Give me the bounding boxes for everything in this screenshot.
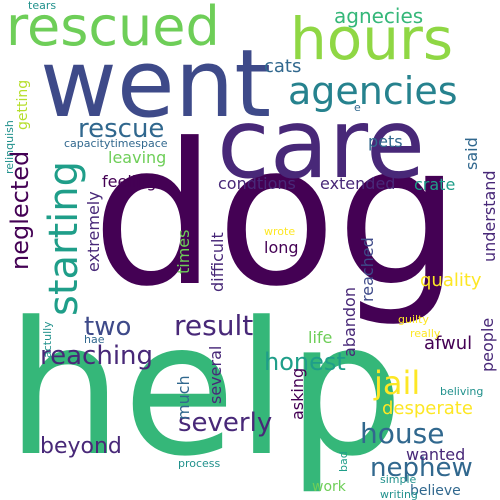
word-work: work <box>312 479 346 495</box>
word-quality: quality <box>420 270 482 291</box>
word-life: life <box>308 328 333 347</box>
word-asking: asking <box>288 367 307 420</box>
word-two: two <box>84 312 132 342</box>
word-condtions: condtions <box>218 174 296 193</box>
word-capacitytimespace: capacitytimespace <box>64 137 168 150</box>
word-extremely: extremely <box>84 191 103 272</box>
word-long: long <box>264 238 299 257</box>
word-pets: pets <box>368 132 403 151</box>
word-agnecies: agnecies <box>334 4 424 28</box>
word-result: result <box>174 309 254 342</box>
word-several: several <box>206 345 225 404</box>
word-crate: crate <box>414 175 456 194</box>
word-people: people <box>478 317 497 372</box>
word-tears: tears <box>28 0 57 12</box>
word-much: much <box>174 375 193 420</box>
word-feeling: feeling <box>102 172 157 191</box>
word-afwul: afwul <box>424 333 473 354</box>
word-jail: jail <box>374 364 421 402</box>
word-really: really <box>410 327 441 340</box>
word-extended: extended <box>320 174 396 193</box>
word-times: times <box>174 229 193 274</box>
word-process: process <box>178 457 221 470</box>
word-bad: bad <box>337 451 350 472</box>
word-reached: reached <box>358 237 377 302</box>
word-cats: cats <box>264 56 302 77</box>
word-e: e <box>354 101 361 114</box>
word-went: went <box>40 30 272 139</box>
word-hours: hours <box>290 5 454 73</box>
word-house: house <box>360 417 445 450</box>
word-starting: starting <box>41 160 87 316</box>
word-difficult: difficult <box>208 232 227 292</box>
word-rescue: rescue <box>78 114 165 144</box>
word-desperate: desperate <box>382 398 473 419</box>
word-leaving: leaving <box>108 148 167 167</box>
word-actully: actully <box>41 321 54 358</box>
word-reaching: reaching <box>40 341 154 371</box>
word-getting: getting <box>15 79 31 130</box>
word-relinquish: relinquish <box>3 120 16 174</box>
word-said: said <box>462 137 481 170</box>
word-beyond: beyond <box>40 434 122 459</box>
word-honest: honest <box>264 348 346 376</box>
word-wanted: wanted <box>406 445 466 464</box>
word-care: care <box>217 88 426 200</box>
word-hae: hae <box>84 333 105 346</box>
word-dog: dog <box>92 102 461 330</box>
word-help: help <box>6 283 404 497</box>
word-simple: simple <box>380 473 417 486</box>
word-understand: understand <box>480 170 499 262</box>
word-nephew: nephew <box>370 453 473 483</box>
word-guilty: guilty <box>398 313 429 326</box>
word-rescued: rescued <box>6 0 220 58</box>
word-wrote: wrote <box>264 225 296 238</box>
word-beliving: beliving <box>440 385 484 398</box>
word-agencies: agencies <box>288 69 458 113</box>
word-believe: believe <box>410 483 461 499</box>
word-severly: severly <box>178 408 273 438</box>
word-writing: writing <box>380 488 418 500</box>
word-abandon: abandon <box>340 287 359 357</box>
